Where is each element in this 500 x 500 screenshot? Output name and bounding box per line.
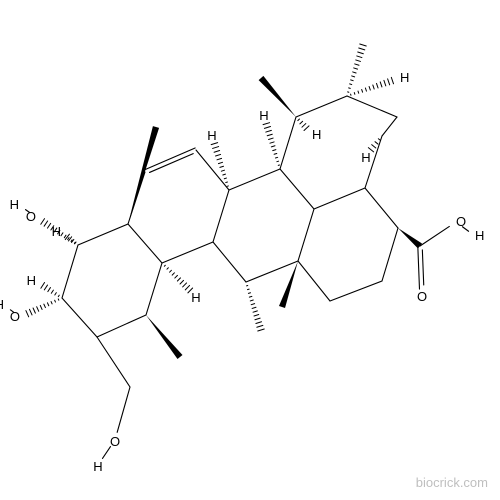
svg-text:H: H bbox=[27, 273, 36, 288]
svg-text:H: H bbox=[191, 290, 200, 305]
svg-text:H: H bbox=[400, 70, 409, 85]
svg-text:H: H bbox=[10, 197, 19, 212]
svg-text:H: H bbox=[0, 297, 4, 312]
svg-text:H: H bbox=[312, 127, 321, 142]
svg-text:O: O bbox=[26, 209, 36, 224]
svg-text:H: H bbox=[259, 108, 268, 123]
svg-text:H: H bbox=[52, 224, 61, 239]
svg-text:H: H bbox=[207, 128, 216, 143]
svg-text:H: H bbox=[93, 459, 102, 474]
watermark-text: biocrick.com bbox=[416, 475, 488, 490]
svg-text:O: O bbox=[456, 214, 466, 229]
svg-text:O: O bbox=[10, 309, 20, 324]
svg-text:H: H bbox=[361, 150, 370, 165]
svg-text:O: O bbox=[110, 434, 120, 449]
svg-text:H: H bbox=[475, 228, 484, 243]
chemical-structure-diagram: OHOHOHOOHHHHHHHHH bbox=[0, 0, 500, 500]
svg-text:O: O bbox=[417, 289, 427, 304]
